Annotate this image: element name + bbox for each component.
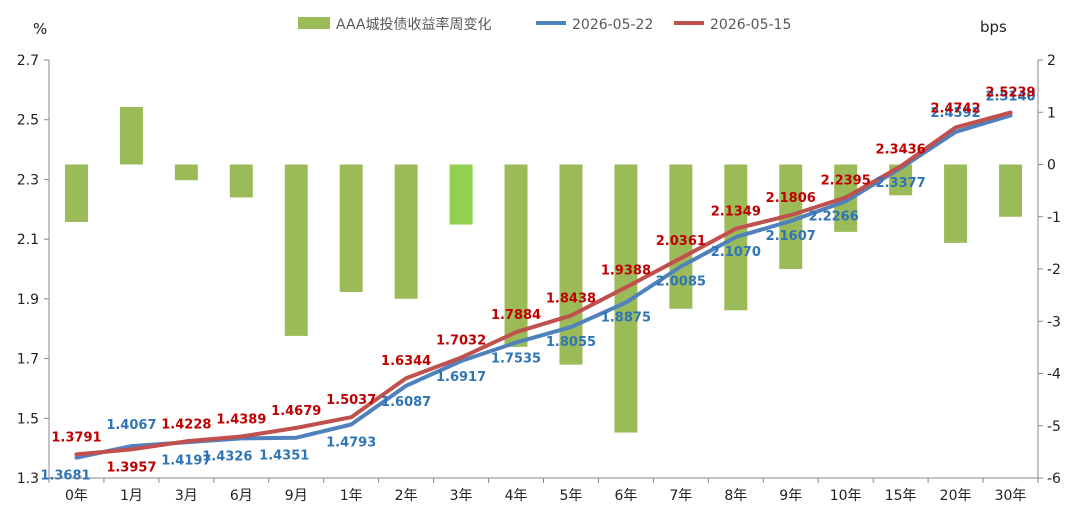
data-label-2026-05-22: 2.5140 — [985, 90, 1035, 105]
x-tick-label: 4年 — [505, 488, 528, 504]
bar-mark — [999, 164, 1023, 217]
bar-mark — [284, 164, 308, 336]
data-label-2026-05-15: 1.3957 — [106, 460, 156, 475]
data-label-2026-05-15: 1.4228 — [161, 417, 211, 432]
left-tick-label: 2.7 — [17, 53, 39, 69]
x-tick-label: 10年 — [830, 488, 862, 504]
data-label-2026-05-22: 1.8875 — [601, 311, 651, 326]
bar-mark — [174, 164, 198, 181]
data-label-2026-05-22: 1.6087 — [381, 395, 431, 410]
left-tick-label: 1.5 — [17, 411, 39, 427]
right-tick-label: -4 — [1047, 367, 1061, 383]
x-tick-label: 1月 — [120, 488, 143, 504]
data-label-2026-05-15: 2.5239 — [985, 86, 1035, 101]
data-label-2026-05-15: 1.5037 — [326, 393, 376, 408]
data-label-2026-05-15: 1.9388 — [601, 263, 651, 278]
bar-mark — [64, 164, 88, 222]
bar-mark — [394, 164, 418, 299]
bar-mark — [449, 164, 473, 225]
left-tick-label: 1.7 — [17, 352, 39, 368]
line-2026-05-22 — [74, 113, 1013, 460]
x-tick-label: 3月 — [175, 488, 198, 504]
line-2026-05-15 — [74, 110, 1013, 457]
x-tick-label: 9月 — [285, 488, 308, 504]
data-label-2026-05-22: 2.1607 — [766, 229, 816, 244]
data-label-2026-05-22: 1.6917 — [436, 370, 486, 385]
data-label-2026-05-22: 2.2266 — [809, 209, 859, 224]
x-tick-label: 30年 — [995, 488, 1027, 504]
data-label-2026-05-15: 2.1806 — [766, 191, 816, 206]
x-tick-label: 15年 — [885, 488, 917, 504]
data-label-2026-05-15: 1.8438 — [546, 292, 596, 307]
x-tick-label: 6月 — [230, 488, 253, 504]
x-tick-label: 2年 — [395, 488, 418, 504]
data-label-2026-05-15: 2.1349 — [711, 205, 761, 220]
left-axis-unit: % — [33, 20, 47, 38]
data-label-2026-05-22: 1.4351 — [259, 449, 309, 464]
legend-label-line-old: 2026-05-15 — [710, 17, 791, 33]
data-label-2026-05-15: 1.7032 — [436, 334, 486, 349]
data-label-2026-05-22: 1.4197 — [161, 453, 211, 468]
right-tick-label: 0 — [1047, 158, 1056, 174]
right-tick-label: -6 — [1047, 471, 1061, 487]
right-tick-label: -3 — [1047, 314, 1061, 330]
x-tick-label: 5年 — [560, 488, 583, 504]
x-tick-label: 20年 — [940, 488, 972, 504]
data-label-2026-05-15: 2.4742 — [930, 101, 980, 116]
data-label-2026-05-15: 1.6344 — [381, 354, 431, 369]
data-label-2026-05-22: 1.8055 — [546, 335, 596, 350]
bar-mark — [944, 164, 968, 243]
x-tick-label: 0年 — [65, 488, 88, 504]
x-tick-label: 6年 — [614, 488, 637, 504]
right-tick-label: -2 — [1047, 262, 1061, 278]
data-label-2026-05-15: 2.2395 — [821, 173, 871, 188]
legend: AAA城投债收益率周变化 2026-05-22 2026-05-15 — [298, 16, 791, 33]
bar-mark — [119, 107, 143, 165]
legend-swatch-bar — [298, 17, 330, 29]
data-label-2026-05-15: 2.3436 — [876, 142, 926, 157]
data-label-2026-05-22: 1.3681 — [40, 469, 90, 484]
data-label-2026-05-22: 1.7535 — [491, 352, 541, 367]
data-label-2026-05-22: 2.4592 — [930, 106, 980, 121]
data-label-2026-05-22: 2.3377 — [876, 176, 926, 191]
x-tick-label: 9年 — [779, 488, 802, 504]
axes: 1.31.51.71.92.12.32.52.7-6-5-4-3-2-10120… — [17, 53, 1061, 504]
x-tick-label: 3年 — [450, 488, 473, 504]
left-tick-label: 1.3 — [17, 471, 39, 487]
data-label-2026-05-22: 1.4067 — [106, 418, 156, 433]
data-label-2026-05-15: 1.7884 — [491, 308, 541, 323]
data-label-2026-05-22: 1.4326 — [202, 449, 252, 464]
bar-mark — [504, 164, 528, 347]
bar-mark — [614, 164, 638, 433]
legend-label-bar: AAA城投债收益率周变化 — [336, 16, 492, 33]
legend-label-line-new: 2026-05-22 — [572, 17, 653, 33]
data-label-2026-05-15: 1.3791 — [51, 430, 101, 445]
left-tick-label: 1.9 — [17, 292, 39, 308]
data-label-2026-05-15: 1.4389 — [216, 413, 266, 428]
right-tick-label: -5 — [1047, 419, 1061, 435]
data-label-2026-05-22: 1.4793 — [326, 435, 376, 450]
data-label-2026-05-22: 2.0085 — [656, 274, 706, 289]
left-tick-label: 2.3 — [17, 172, 39, 188]
x-tick-label: 7年 — [669, 488, 692, 504]
data-label-2026-05-22: 2.1070 — [711, 245, 761, 260]
line-series — [74, 110, 1013, 460]
left-tick-label: 2.5 — [17, 113, 39, 129]
x-tick-label: 1年 — [340, 488, 363, 504]
right-tick-label: 2 — [1047, 53, 1056, 69]
bar-mark — [339, 164, 363, 292]
left-tick-label: 2.1 — [17, 232, 39, 248]
data-label-2026-05-15: 2.0361 — [656, 234, 706, 249]
bar-mark — [229, 164, 253, 198]
x-tick-label: 8年 — [724, 488, 747, 504]
data-label-2026-05-15: 1.4679 — [271, 404, 321, 419]
right-tick-label: 1 — [1047, 105, 1056, 121]
right-axis-unit: bps — [980, 18, 1007, 36]
right-tick-label: -1 — [1047, 210, 1061, 226]
